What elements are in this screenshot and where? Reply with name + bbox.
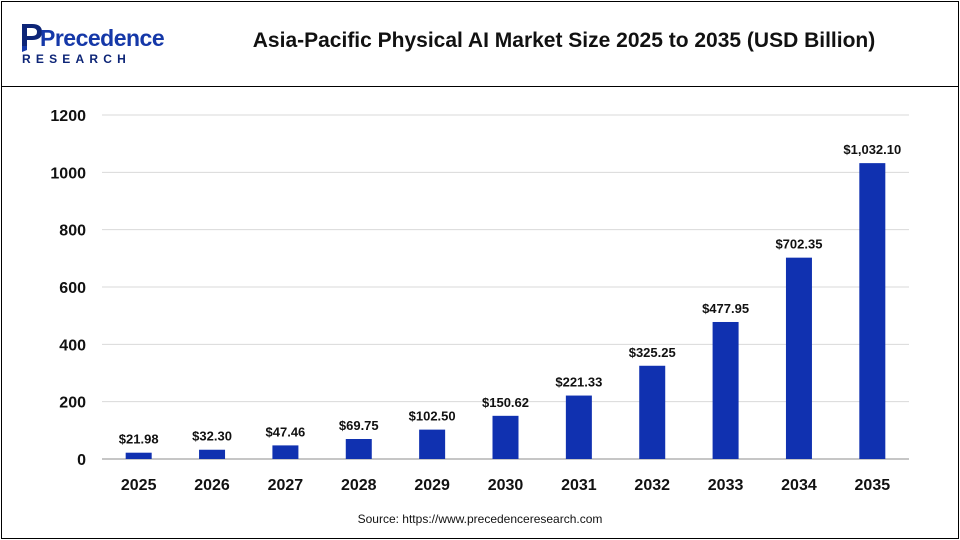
x-tick-label-2026: 2026 <box>194 477 230 494</box>
data-label-2029: $102.50 <box>409 409 456 424</box>
data-label-2026: $32.30 <box>192 429 232 444</box>
y-tick-label: 0 <box>77 452 86 469</box>
data-label-2027: $47.46 <box>266 424 306 439</box>
logo-sub-text: RESEARCH <box>22 52 131 66</box>
source-note: Source: https://www.precedenceresearch.c… <box>357 512 603 526</box>
bar-2032 <box>639 365 666 459</box>
x-tick-label-2029: 2029 <box>414 477 450 494</box>
bar-2034 <box>785 257 812 459</box>
y-tick-label: 800 <box>59 223 86 240</box>
x-tick-label-2028: 2028 <box>341 477 377 494</box>
data-label-2033: $477.95 <box>702 301 749 316</box>
data-label-2028: $69.75 <box>339 418 379 433</box>
chart-title: Asia-Pacific Physical AI Market Size 202… <box>252 29 876 52</box>
x-tick-label-2035: 2035 <box>855 477 891 494</box>
data-label-2032: $325.25 <box>629 345 676 360</box>
bar-2030 <box>492 415 519 459</box>
data-label-2031: $221.33 <box>555 375 602 390</box>
bar-2031 <box>565 395 592 459</box>
data-label-2035: $1,032.10 <box>843 142 901 157</box>
y-tick-label: 600 <box>59 280 86 297</box>
x-tick-label-2025: 2025 <box>121 477 157 494</box>
x-tick-label-2027: 2027 <box>268 477 304 494</box>
y-tick-label: 1000 <box>50 165 86 182</box>
x-tick-label-2031: 2031 <box>561 477 597 494</box>
bar-2029 <box>419 429 446 459</box>
bar-2026 <box>199 449 226 459</box>
bar-2035 <box>859 163 886 459</box>
y-tick-label: 400 <box>59 337 86 354</box>
data-label-2034: $702.35 <box>775 237 822 252</box>
data-label-2030: $150.62 <box>482 395 529 410</box>
x-tick-label-2032: 2032 <box>634 477 670 494</box>
x-tick-label-2034: 2034 <box>781 477 817 494</box>
bar-2027 <box>272 445 299 459</box>
logo-main-text: Precedence <box>40 25 164 51</box>
bar-2028 <box>345 439 372 459</box>
data-label-2025: $21.98 <box>119 432 159 447</box>
bar-2033 <box>712 321 739 459</box>
y-tick-label: 200 <box>59 395 86 412</box>
precedence-research-logo: Precedence RESEARCH <box>22 24 165 66</box>
bar-2025 <box>125 452 152 459</box>
x-tick-label-2030: 2030 <box>488 477 524 494</box>
header: Precedence RESEARCH Asia-Pacific Physica… <box>2 2 958 87</box>
y-tick-label: 1200 <box>50 108 86 125</box>
x-tick-label-2033: 2033 <box>708 477 744 494</box>
